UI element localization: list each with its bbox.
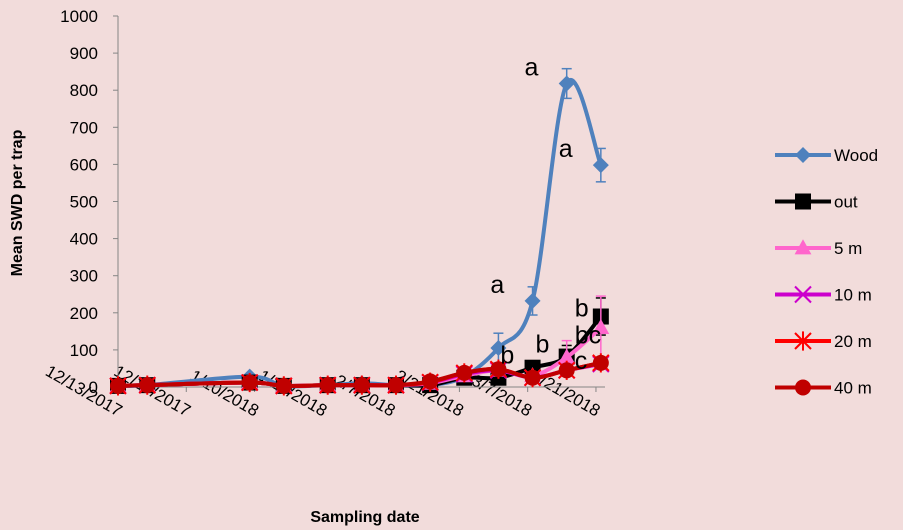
y-tick-label: 900 bbox=[70, 44, 98, 63]
data-point bbox=[558, 75, 575, 92]
y-tick-label: 300 bbox=[70, 267, 98, 286]
x-tick-label: 1/24/2018 bbox=[255, 366, 330, 420]
legend-label: 5 m bbox=[834, 239, 862, 258]
legend-label: 20 m bbox=[834, 332, 872, 351]
data-point bbox=[558, 362, 575, 379]
data-point bbox=[490, 361, 507, 378]
y-tick-label: 1000 bbox=[60, 7, 98, 26]
x-axis-title: Sampling date bbox=[310, 509, 419, 526]
significance-letter: bc bbox=[575, 322, 601, 350]
legend-label: 40 m bbox=[834, 379, 872, 398]
y-tick-label: 400 bbox=[70, 230, 98, 249]
data-point bbox=[456, 364, 473, 381]
significance-letter: a bbox=[559, 135, 573, 163]
data-point bbox=[139, 377, 156, 394]
data-point bbox=[422, 373, 439, 390]
significance-letter: b bbox=[500, 342, 514, 370]
series-40m bbox=[110, 354, 609, 394]
legend-marker bbox=[794, 331, 812, 351]
y-tick-label: 800 bbox=[70, 81, 98, 100]
legend-label: Wood bbox=[834, 146, 878, 165]
legend: Wood out 5 m 10 m 20 m 40 m bbox=[775, 146, 878, 398]
legend-item: Wood bbox=[775, 146, 878, 165]
data-point bbox=[558, 348, 576, 364]
data-point bbox=[592, 318, 610, 335]
legend-item: 20 m bbox=[775, 331, 872, 351]
legend-marker bbox=[794, 285, 812, 304]
data-point bbox=[592, 157, 609, 174]
legend-label: out bbox=[834, 193, 858, 212]
data-point bbox=[319, 377, 336, 394]
y-tick-label: 0 bbox=[89, 378, 98, 397]
y-tick-label: 700 bbox=[70, 118, 98, 137]
significance-letter: a bbox=[525, 54, 539, 82]
data-point bbox=[524, 292, 541, 309]
significance-letter: a bbox=[490, 271, 504, 299]
y-axis-title: Mean SWD per trap bbox=[9, 129, 26, 276]
data-point bbox=[110, 377, 126, 394]
series-wood bbox=[110, 67, 609, 394]
data-point bbox=[241, 374, 258, 391]
data-point bbox=[490, 340, 507, 357]
data-point bbox=[524, 369, 541, 386]
y-tick-label: 600 bbox=[70, 155, 98, 174]
legend-item: 5 m bbox=[775, 239, 862, 258]
legend-marker bbox=[795, 193, 811, 210]
series-layer bbox=[109, 67, 610, 396]
y-axis-ticks: 0 100 200 300 400 500 600 700 800 900 1000 bbox=[60, 7, 118, 397]
legend-marker bbox=[794, 239, 812, 255]
legend-item: 40 m bbox=[775, 379, 872, 398]
data-point bbox=[387, 377, 404, 394]
y-tick-label: 200 bbox=[70, 304, 98, 323]
data-point bbox=[353, 377, 370, 394]
legend-item: 10 m bbox=[775, 286, 872, 305]
legend-label: 10 m bbox=[834, 286, 872, 305]
legend-marker bbox=[795, 379, 811, 396]
y-tick-label: 100 bbox=[70, 341, 98, 360]
significance-letter: b bbox=[536, 331, 550, 359]
series-line bbox=[117, 78, 603, 389]
significance-letter: b bbox=[575, 295, 589, 323]
legend-item: out bbox=[775, 193, 858, 212]
data-point bbox=[275, 377, 292, 394]
legend-marker bbox=[795, 147, 811, 163]
significance-letter: c bbox=[575, 347, 588, 375]
data-point bbox=[592, 354, 609, 371]
y-tick-label: 500 bbox=[70, 193, 98, 212]
